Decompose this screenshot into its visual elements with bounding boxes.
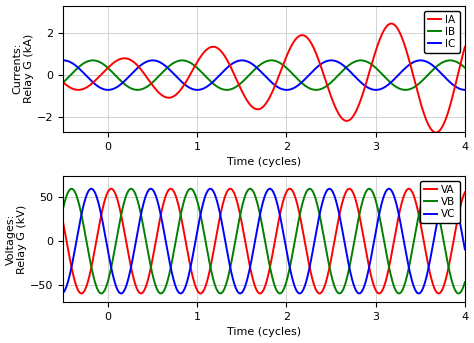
VB [214, 288, 220, 293]
VA [232, 192, 237, 197]
X-axis label: Time (cycles): Time (cycles) [227, 328, 301, 338]
IB [232, 86, 237, 90]
IC [411, 60, 417, 64]
VC [411, 285, 417, 289]
IC [60, 58, 66, 62]
IB [455, 60, 460, 64]
IA [106, 65, 112, 69]
Line: VA: VA [63, 189, 465, 294]
Legend: IA, IB, IC: IA, IB, IC [424, 11, 460, 53]
IC [214, 75, 220, 80]
IC [150, 58, 155, 62]
IC [232, 60, 237, 64]
IA [60, 80, 66, 84]
VA [130, 273, 136, 277]
IC [106, 88, 112, 92]
IB [402, 88, 408, 92]
VB [337, 292, 342, 296]
VA [462, 190, 468, 194]
VB [106, 276, 112, 280]
VA [436, 292, 441, 296]
IC [373, 88, 379, 92]
VB [128, 187, 134, 191]
IA [433, 130, 439, 134]
IB [411, 85, 417, 89]
Legend: VA, VB, VC: VA, VB, VC [420, 181, 460, 223]
IB [60, 81, 66, 85]
VA [214, 229, 220, 234]
IB [130, 87, 136, 91]
VB [455, 291, 460, 295]
VA [106, 188, 112, 192]
IA [411, 76, 417, 80]
IC [455, 85, 460, 90]
IA [214, 46, 220, 50]
VB [411, 238, 417, 243]
VB [60, 206, 66, 211]
VC [60, 291, 66, 295]
VA [411, 194, 417, 198]
Y-axis label: Currents:
Relay G (kA): Currents: Relay G (kA) [12, 34, 34, 104]
Line: IC: IC [63, 60, 465, 90]
IC [462, 88, 468, 92]
IA [130, 59, 136, 63]
VC [89, 187, 94, 191]
VC [462, 247, 468, 251]
IA [232, 73, 237, 77]
VB [462, 280, 468, 284]
IC [130, 71, 136, 75]
IB [462, 66, 468, 70]
Line: IB: IB [63, 60, 465, 90]
Y-axis label: Voltages:
Relay G (kV): Voltages: Relay G (kV) [6, 204, 27, 273]
IB [179, 58, 185, 62]
VC [214, 200, 220, 204]
IB [106, 67, 112, 71]
VA [60, 220, 66, 224]
IA [462, 45, 468, 49]
IA [389, 22, 394, 26]
Line: IA: IA [63, 24, 465, 132]
VB [130, 188, 136, 192]
VC [232, 283, 237, 287]
VA [228, 187, 233, 191]
VC [130, 256, 136, 260]
VC [297, 292, 302, 296]
Line: VC: VC [63, 189, 465, 294]
VA [455, 219, 460, 223]
VC [455, 208, 460, 212]
VC [106, 255, 112, 259]
Line: VB: VB [63, 189, 465, 294]
VB [232, 243, 237, 247]
IA [455, 75, 460, 79]
X-axis label: Time (cycles): Time (cycles) [227, 157, 301, 167]
IB [214, 85, 220, 89]
